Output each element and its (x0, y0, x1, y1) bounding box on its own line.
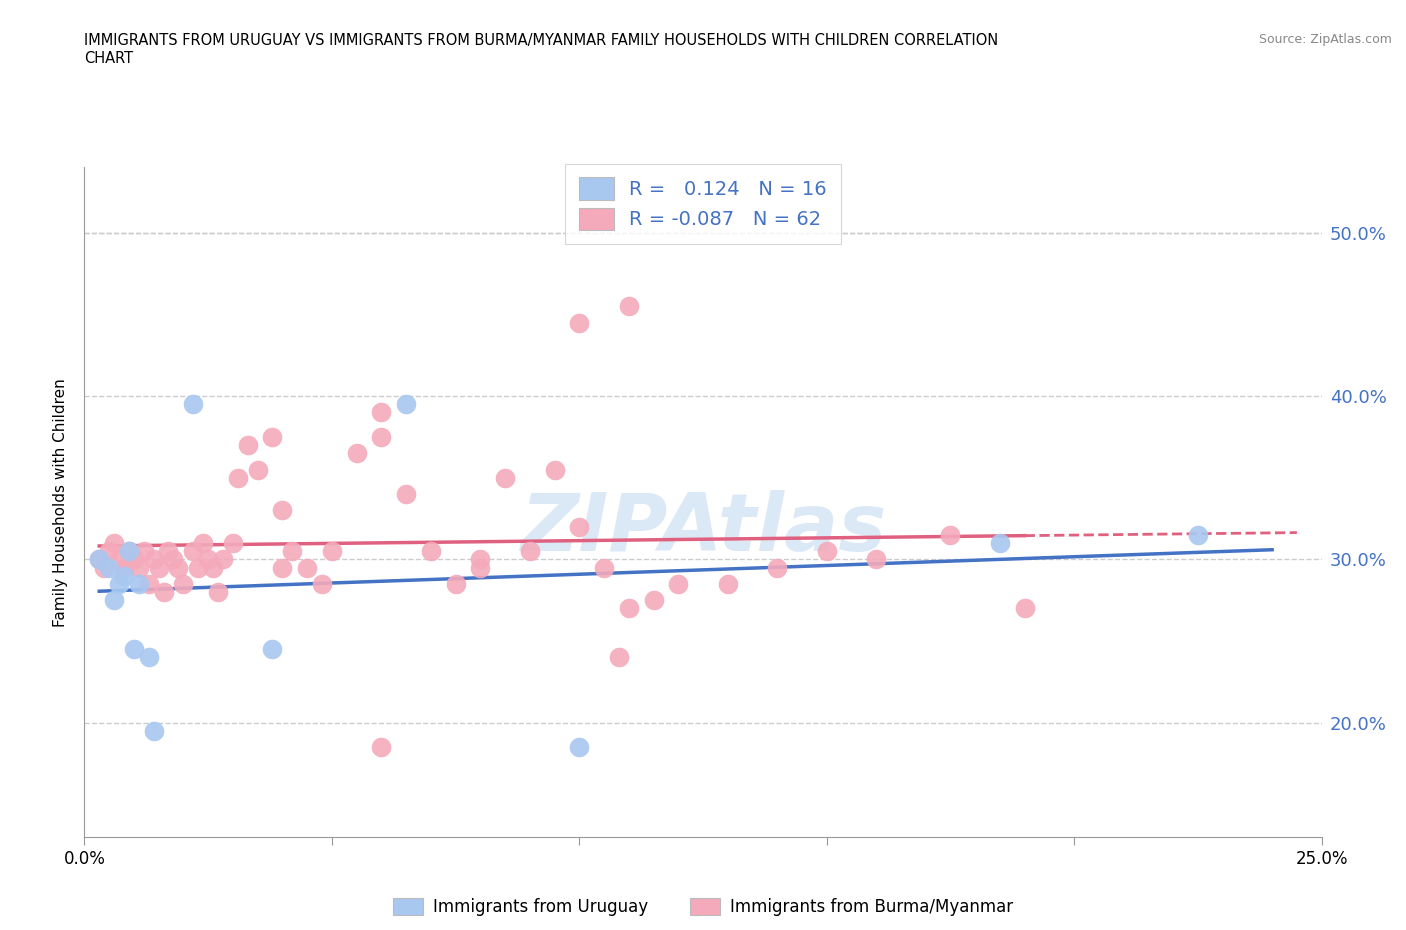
Point (1014, 601, 1036, 616)
Point (395, 486, 418, 501)
Point (865, 551, 887, 566)
Point (98, 544, 121, 559)
Point (118, 544, 141, 559)
Y-axis label: Family Households with Children: Family Households with Children (53, 378, 69, 627)
Point (370, 430, 392, 445)
Point (543, 462, 565, 477)
Point (593, 560, 616, 575)
Point (519, 544, 541, 559)
Point (181, 544, 204, 559)
Point (138, 650, 160, 665)
Point (568, 519, 591, 534)
Point (370, 405, 392, 419)
Point (717, 577, 740, 591)
Point (568, 739, 591, 754)
Point (181, 397, 204, 412)
Point (122, 551, 145, 566)
Point (607, 650, 630, 665)
Point (89, 551, 111, 566)
Point (172, 577, 194, 591)
Point (271, 503, 294, 518)
Point (167, 560, 190, 575)
Point (271, 560, 294, 575)
Point (142, 724, 165, 738)
Point (187, 560, 209, 575)
Point (148, 560, 170, 575)
Text: CHART: CHART (84, 51, 134, 66)
Point (236, 438, 259, 453)
Point (197, 551, 219, 566)
Point (103, 592, 125, 607)
Point (89, 551, 111, 566)
Point (142, 551, 165, 566)
Point (138, 577, 160, 591)
Point (395, 397, 418, 412)
Point (419, 544, 441, 559)
Point (226, 471, 249, 485)
Text: Source: ZipAtlas.com: Source: ZipAtlas.com (1258, 33, 1392, 46)
Point (132, 544, 155, 559)
Point (281, 544, 304, 559)
Point (93, 560, 115, 575)
Point (346, 445, 368, 460)
Point (939, 527, 962, 542)
Point (122, 642, 145, 657)
Text: ZIPAtlas: ZIPAtlas (520, 490, 886, 568)
Point (617, 299, 640, 313)
Point (246, 462, 269, 477)
Point (98, 560, 121, 575)
Point (1187, 527, 1209, 542)
Point (370, 739, 392, 754)
Point (470, 560, 492, 575)
Point (321, 544, 343, 559)
Point (112, 568, 135, 583)
Point (128, 577, 150, 591)
Point (444, 577, 467, 591)
Point (112, 560, 135, 575)
Point (212, 551, 235, 566)
Point (311, 577, 333, 591)
Point (568, 315, 591, 330)
Point (157, 544, 180, 559)
Point (108, 577, 131, 591)
Point (162, 551, 184, 566)
Point (766, 560, 789, 575)
Point (128, 560, 150, 575)
Point (191, 536, 214, 551)
Point (815, 544, 838, 559)
Point (494, 471, 516, 485)
Point (666, 577, 689, 591)
Point (108, 551, 131, 566)
Point (103, 536, 125, 551)
Point (295, 560, 318, 575)
Point (152, 585, 174, 600)
Point (617, 601, 640, 616)
Point (470, 551, 492, 566)
Legend: Immigrants from Uruguay, Immigrants from Burma/Myanmar: Immigrants from Uruguay, Immigrants from… (387, 891, 1019, 923)
Point (202, 560, 225, 575)
Point (262, 430, 284, 445)
Point (643, 592, 665, 607)
Point (988, 536, 1011, 551)
Point (262, 642, 284, 657)
Text: IMMIGRANTS FROM URUGUAY VS IMMIGRANTS FROM BURMA/MYANMAR FAMILY HOUSEHOLDS WITH : IMMIGRANTS FROM URUGUAY VS IMMIGRANTS FR… (84, 33, 998, 47)
Point (207, 585, 229, 600)
Point (222, 536, 245, 551)
Point (118, 544, 141, 559)
